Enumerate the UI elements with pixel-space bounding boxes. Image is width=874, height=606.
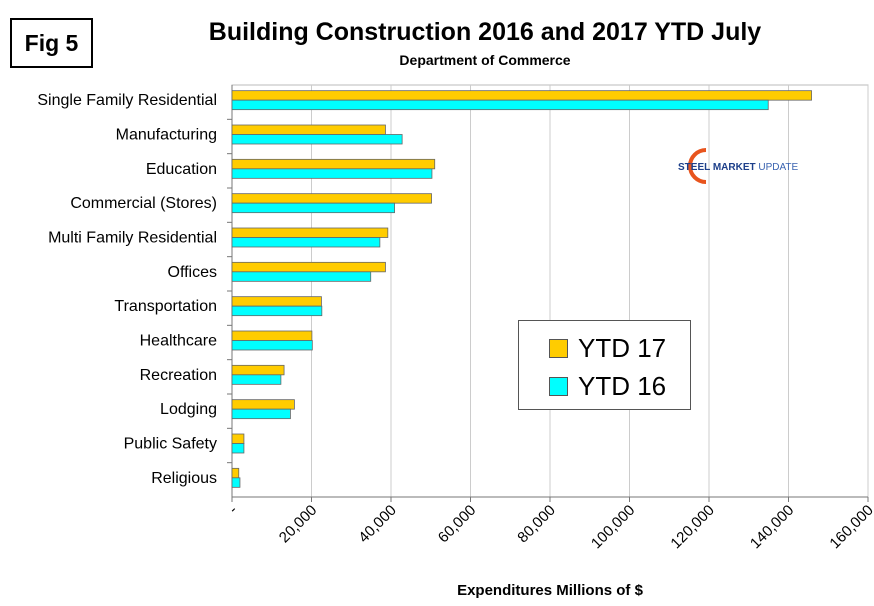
bar-ytd-17	[231, 330, 313, 341]
legend-label: YTD 16	[578, 371, 667, 401]
y-tick-label: Education	[146, 161, 217, 178]
bar-ytd-17	[231, 124, 386, 135]
y-tick-label: Single Family Residential	[37, 92, 217, 109]
bar-ytd-16	[231, 168, 433, 179]
bar-ytd-17	[231, 90, 812, 101]
y-tick-label: Manufacturing	[116, 127, 217, 144]
y-tick-label: Recreation	[140, 367, 217, 384]
y-tick-label: Multi Family Residential	[48, 230, 217, 247]
legend-swatch	[549, 339, 568, 358]
bar-ytd-17	[231, 261, 386, 273]
y-tick-label: Commercial (Stores)	[70, 195, 217, 212]
bar-ytd-16	[231, 271, 372, 282]
bar-ytd-17	[231, 158, 436, 170]
y-tick-label: Public Safety	[124, 436, 217, 453]
legend-item-ytd16: YTD 16	[549, 371, 666, 402]
svg-text:STEEL MARKET UPDATE: STEEL MARKET UPDATE	[678, 162, 799, 173]
y-tick-label: Transportation	[114, 298, 217, 315]
bar-ytd-16	[231, 477, 241, 488]
legend: YTD 17 YTD 16	[518, 320, 691, 410]
bar-ytd-16	[231, 134, 403, 145]
bar-ytd-17	[231, 296, 322, 307]
bar-ytd-17	[231, 227, 389, 238]
x-tick-label: 40,000	[355, 502, 399, 546]
x-tick-label: 20,000	[276, 502, 320, 546]
figure-label: Fig 5	[10, 18, 93, 68]
chart-subtitle: Department of Commerce	[399, 52, 571, 68]
x-tick-label: 140,000	[747, 502, 797, 552]
y-tick-label: Healthcare	[140, 333, 217, 350]
bar-ytd-16	[231, 443, 245, 454]
x-tick-label: 80,000	[514, 502, 558, 546]
bar-ytd-16	[231, 340, 313, 351]
bar-ytd-16	[231, 408, 291, 420]
y-tick-label: Religious	[151, 470, 217, 487]
legend-label: YTD 17	[578, 333, 667, 363]
bar-ytd-17	[231, 399, 295, 410]
bar-ytd-16	[231, 99, 769, 111]
legend-swatch	[549, 377, 568, 396]
chart-title: Building Construction 2016 and 2017 YTD …	[208, 18, 762, 46]
steel-market-update-logo: STEEL MARKET UPDATE	[678, 146, 828, 186]
bar-ytd-16	[231, 374, 282, 385]
legend-item-ytd17: YTD 17	[549, 333, 666, 364]
x-tick-label: 100,000	[588, 502, 638, 552]
bar-ytd-17	[231, 467, 240, 479]
x-tick-label: 60,000	[435, 502, 479, 546]
x-tick-label: -	[225, 502, 241, 518]
x-tick-label: 160,000	[826, 502, 874, 552]
y-tick-label: Lodging	[160, 401, 217, 418]
bar-ytd-17	[231, 364, 285, 376]
x-tick-label: 120,000	[667, 502, 717, 552]
bar-ytd-16	[231, 237, 381, 248]
x-axis-label: Expenditures Millions of $	[457, 582, 643, 599]
bar-ytd-16	[231, 305, 323, 317]
bar-ytd-17	[231, 193, 432, 204]
bar-ytd-17	[231, 433, 245, 444]
y-tick-label: Offices	[168, 264, 218, 281]
bar-ytd-16	[231, 202, 395, 214]
